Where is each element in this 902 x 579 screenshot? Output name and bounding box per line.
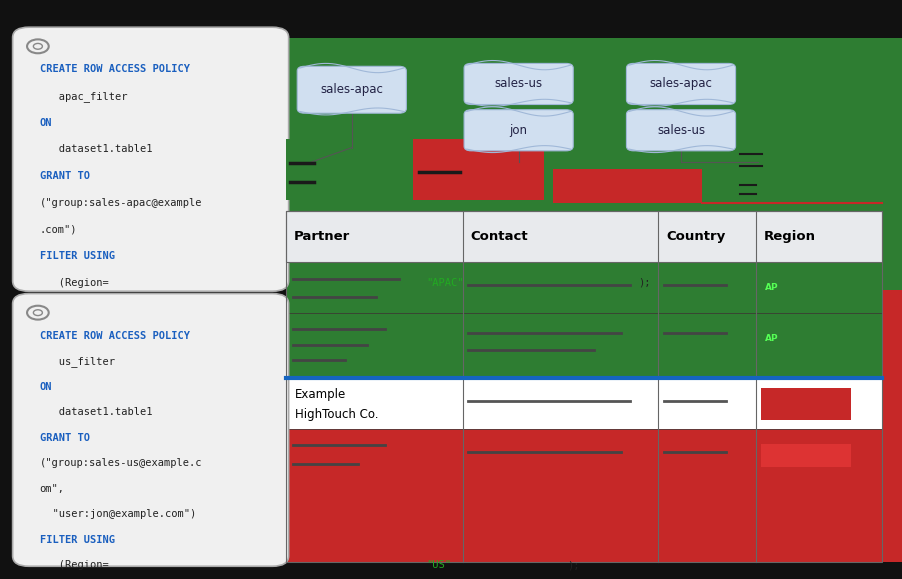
- Text: Region: Region: [764, 230, 816, 243]
- Text: .com"): .com"): [40, 224, 78, 234]
- Bar: [286, 211, 882, 562]
- Bar: [0, 565, 902, 579]
- Text: AP: AP: [765, 334, 778, 343]
- Text: ON: ON: [40, 118, 52, 128]
- Bar: [761, 389, 851, 420]
- Bar: [286, 480, 882, 562]
- FancyBboxPatch shape: [298, 67, 406, 113]
- Text: ("group:sales-apac@example: ("group:sales-apac@example: [40, 197, 202, 208]
- Text: AP: AP: [765, 283, 778, 292]
- Text: GRANT TO: GRANT TO: [40, 171, 89, 181]
- Bar: [361, 139, 413, 200]
- Bar: [286, 378, 882, 429]
- Text: sales-apac: sales-apac: [649, 78, 713, 90]
- Bar: [0, 562, 902, 579]
- Bar: [553, 169, 702, 203]
- Text: Example: Example: [295, 389, 346, 401]
- Text: CREATE ROW ACCESS POLICY: CREATE ROW ACCESS POLICY: [40, 64, 189, 75]
- Bar: [0, 0, 902, 38]
- Text: FILTER USING: FILTER USING: [40, 251, 115, 261]
- Text: Partner: Partner: [294, 230, 350, 243]
- Text: (Region=: (Region=: [40, 277, 108, 288]
- Bar: [286, 429, 882, 480]
- Text: Country: Country: [667, 230, 726, 243]
- Text: "APAC": "APAC": [427, 277, 465, 288]
- Text: "US": "US": [427, 560, 452, 570]
- Text: Contact: Contact: [471, 230, 529, 243]
- Bar: [0, 0, 902, 38]
- FancyBboxPatch shape: [626, 110, 736, 151]
- Bar: [761, 444, 851, 467]
- Text: apac_filter: apac_filter: [40, 91, 127, 101]
- Text: CREATE ROW ACCESS POLICY: CREATE ROW ACCESS POLICY: [40, 331, 189, 341]
- Text: (Region=: (Region=: [40, 560, 108, 570]
- FancyBboxPatch shape: [626, 63, 736, 104]
- Text: ("group:sales-us@example.c: ("group:sales-us@example.c: [40, 458, 202, 468]
- Text: dataset1.table1: dataset1.table1: [40, 144, 152, 155]
- FancyBboxPatch shape: [464, 110, 574, 151]
- Text: "user:jon@example.com"): "user:jon@example.com"): [40, 509, 196, 519]
- Bar: [286, 313, 882, 376]
- Text: sales-apac: sales-apac: [320, 83, 383, 96]
- Bar: [286, 262, 882, 313]
- Bar: [0, 0, 902, 290]
- Text: GRANT TO: GRANT TO: [40, 433, 89, 443]
- Text: HighTouch Co.: HighTouch Co.: [295, 408, 379, 422]
- Bar: [553, 136, 729, 175]
- Bar: [413, 139, 544, 200]
- Text: dataset1.table1: dataset1.table1: [40, 407, 152, 417]
- FancyBboxPatch shape: [13, 27, 289, 291]
- Text: sales-us: sales-us: [657, 124, 705, 137]
- Text: sales-us: sales-us: [494, 78, 543, 90]
- FancyBboxPatch shape: [464, 63, 574, 104]
- Text: us_filter: us_filter: [40, 356, 115, 367]
- Text: FILTER USING: FILTER USING: [40, 534, 115, 545]
- Text: jon: jon: [510, 124, 528, 137]
- Bar: [286, 211, 882, 262]
- Bar: [0, 290, 902, 579]
- FancyBboxPatch shape: [13, 294, 289, 566]
- Bar: [0, 0, 286, 579]
- Text: );: );: [567, 560, 580, 570]
- Bar: [286, 139, 361, 200]
- Text: ON: ON: [40, 382, 52, 392]
- Text: om",: om",: [40, 483, 65, 494]
- Text: );: );: [638, 277, 650, 288]
